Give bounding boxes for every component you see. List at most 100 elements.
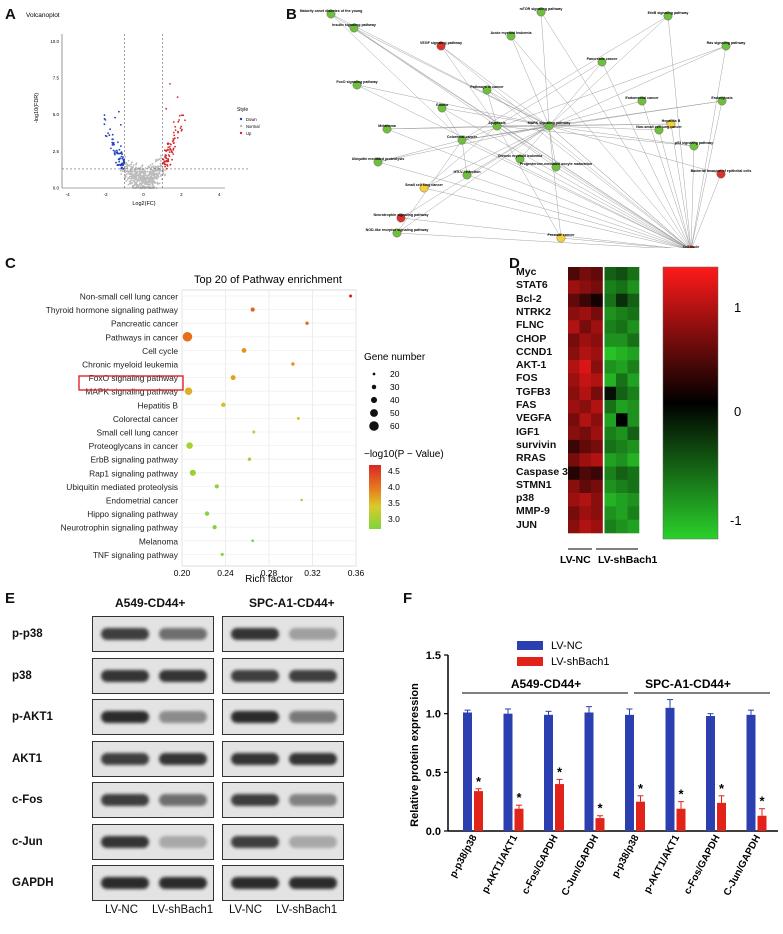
enrichment-category-label: Melanoma bbox=[139, 536, 178, 546]
volcano-point bbox=[153, 170, 156, 173]
volcano-point bbox=[133, 177, 135, 180]
volcano-point bbox=[174, 129, 177, 131]
enrichment-x-tick: 0.36 bbox=[348, 568, 365, 578]
blot-membrane bbox=[222, 865, 344, 901]
enrichment-category-label: ErbB signaling pathway bbox=[90, 455, 178, 465]
volcano-point bbox=[126, 167, 129, 170]
volcano-point bbox=[132, 164, 135, 167]
network-node bbox=[506, 31, 516, 41]
volcano-point bbox=[182, 114, 185, 117]
volcano-point bbox=[153, 182, 156, 184]
network-node bbox=[637, 96, 647, 106]
bar-lv-shbach1 bbox=[514, 808, 524, 831]
network-node-label: ErbB signaling pathway bbox=[648, 11, 689, 15]
blot-band bbox=[101, 752, 149, 765]
heatmap-gene-label: FLNC bbox=[516, 319, 544, 332]
network-edge bbox=[548, 100, 643, 127]
significance-star: * bbox=[759, 794, 765, 809]
bar-y-tick: 1.5 bbox=[426, 650, 441, 662]
volcano-point bbox=[130, 172, 133, 175]
volcano-point bbox=[105, 135, 108, 138]
bar-lv-nc bbox=[665, 707, 675, 831]
volcano-point bbox=[156, 168, 158, 171]
volcano-point bbox=[160, 164, 162, 167]
enrichment-x-ticks: 0.20 0.24 0.28 0.32 0.36 bbox=[174, 568, 365, 578]
network-edge bbox=[670, 123, 691, 248]
blot-protein-label: c-Fos bbox=[12, 794, 43, 806]
volcano-point bbox=[158, 171, 161, 173]
network-node bbox=[326, 9, 336, 19]
network-node bbox=[717, 96, 727, 106]
heatmap-cell bbox=[591, 479, 603, 494]
volcano-point bbox=[157, 159, 159, 162]
volcano-point bbox=[126, 178, 129, 181]
heatmap-cell bbox=[579, 453, 592, 467]
heatmap-cell bbox=[616, 267, 628, 281]
volcano-point bbox=[156, 173, 159, 176]
heatmap-cell bbox=[604, 280, 617, 294]
significance-star: * bbox=[678, 787, 684, 802]
enrichment-category-label: Cell cycle bbox=[142, 346, 178, 356]
bar-category-label: p-AKT1/AKT1 bbox=[642, 833, 682, 895]
volcano-point bbox=[112, 149, 115, 152]
volcano-point bbox=[113, 152, 116, 155]
volcano-points bbox=[103, 83, 186, 189]
bar-lv-shbach1 bbox=[757, 815, 767, 831]
volcano-point bbox=[120, 155, 123, 158]
bar-category-label: p-AKT1/AKT1 bbox=[480, 833, 520, 895]
enrichment-point bbox=[241, 348, 247, 353]
volcano-point bbox=[139, 178, 142, 181]
volcano-point bbox=[135, 172, 138, 174]
network-node-label: Endometrial cancer bbox=[625, 96, 659, 100]
blot-band bbox=[289, 877, 337, 889]
enrichment-category-label: Small cell lung cancer bbox=[97, 428, 179, 438]
volcano-point bbox=[135, 168, 137, 170]
enrichment-x-tick: 0.24 bbox=[217, 568, 234, 578]
enrichment-category-label: MAPK signaling pathway bbox=[85, 387, 178, 397]
heatmap-cell bbox=[616, 439, 628, 454]
network-node bbox=[666, 119, 676, 129]
heatmap-cell bbox=[591, 400, 603, 414]
volcano-point bbox=[147, 181, 150, 184]
enrichment-category-label: Rap1 signaling pathway bbox=[89, 468, 179, 478]
network-node-label: Hepatitis B bbox=[662, 119, 681, 123]
bar-legend-sh-swatch bbox=[517, 657, 543, 666]
volcano-point bbox=[120, 145, 122, 148]
volcano-point bbox=[120, 151, 123, 153]
heatmap-cell bbox=[604, 506, 617, 520]
enrichment-point bbox=[220, 552, 224, 556]
volcano-point bbox=[145, 181, 148, 183]
volcano-point bbox=[132, 168, 134, 171]
color-legend-value: 4.0 bbox=[388, 482, 400, 492]
heatmap-cell bbox=[616, 400, 628, 414]
heatmap-gene-label: AKT-1 bbox=[516, 359, 547, 372]
heatmap-colorbar bbox=[662, 266, 719, 540]
volcano-point bbox=[143, 179, 145, 182]
network-node-label: Chronic myeloid leukemia bbox=[498, 154, 544, 158]
heatmap-cell bbox=[568, 293, 580, 308]
heatmap-cell bbox=[568, 453, 580, 467]
enrichment-category-label: Proteoglycans in cancer bbox=[89, 441, 179, 451]
volcano-point bbox=[130, 182, 133, 185]
bar-lv-shbach1 bbox=[717, 802, 726, 831]
volcano-point bbox=[121, 153, 123, 156]
volcano-point bbox=[148, 174, 151, 176]
heatmap-cell bbox=[579, 386, 592, 401]
heatmap-cell bbox=[579, 320, 592, 334]
heatmap: 1 0 -1 LV-NC LV-shBach1 bbox=[560, 266, 742, 566]
blot-band bbox=[231, 877, 279, 889]
volcano-point bbox=[149, 177, 152, 180]
network-node-label: FoxO signaling pathway bbox=[336, 80, 377, 84]
volcano-point bbox=[152, 171, 154, 174]
enrichment-category-label: Hippo signaling pathway bbox=[87, 509, 179, 519]
volcano-point bbox=[166, 165, 169, 167]
size-legend-value: 50 bbox=[390, 408, 400, 418]
volcano-point bbox=[156, 177, 159, 179]
volcano-point bbox=[176, 96, 179, 98]
network-node-label: Apoptosis bbox=[488, 121, 506, 125]
heatmap-cell bbox=[591, 306, 603, 321]
bar-lv-shbach1 bbox=[595, 818, 605, 831]
network-node-label: NOD-like receptor signaling pathway bbox=[366, 228, 429, 232]
volcano-point bbox=[121, 162, 124, 165]
blot-band bbox=[159, 877, 207, 889]
